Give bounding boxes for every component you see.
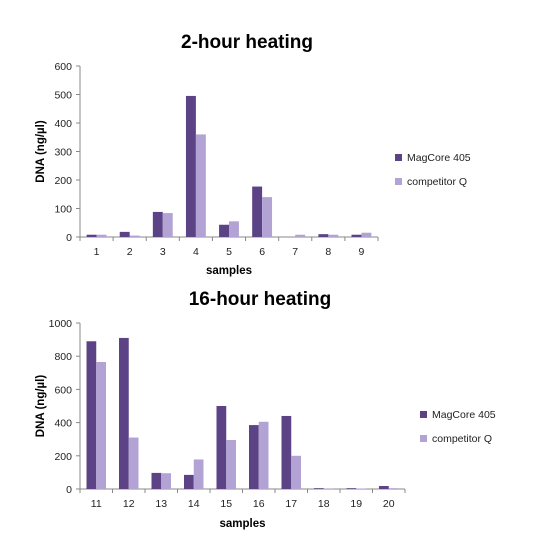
y-tick-label: 0 [66,232,72,244]
legend-swatch [420,411,427,418]
bar-magcore-405-17 [281,415,292,489]
x-tick-label: 19 [350,498,362,510]
bar-magcore-405-18 [314,488,324,489]
y-tick-label: 300 [54,147,72,159]
chart-title: 16-hour heating [189,289,332,310]
legend: MagCore 405 competitor Q [395,152,471,188]
chart-1: 2-hour heating 0 100 200 300 400 500 600 DNA (ng… [35,32,471,277]
legend-swatch [395,154,402,161]
bar-competitor-q-15 [226,440,236,489]
bar-magcore-405-1 [86,234,97,237]
x-tick-label: 13 [155,498,167,510]
x-tick-label: 12 [123,498,135,510]
x-tick-label: 16 [253,498,265,510]
chart-2: 16-hour heating 0 200 400 600 800 1000 DNA (ng/… [35,289,496,530]
bar-competitor-q-5 [229,221,239,237]
bar-magcore-405-20 [379,486,389,489]
bar-magcore-405-12 [119,337,129,489]
bar-magcore-405-5 [219,224,229,237]
x-tick-label: 17 [285,498,297,510]
bar-competitor-q-4 [195,134,206,237]
bar-competitor-q-6 [262,197,273,237]
x-tick-label: 20 [383,498,395,510]
bar-competitor-q-3 [162,213,173,237]
bar-competitor-q-9 [361,232,372,237]
y-axis-label: DNA (ng/µl) [35,120,47,183]
legend: MagCore 405 competitor Q [420,409,496,445]
x-tick-label: 5 [226,246,232,258]
bar-magcore-405-6 [252,186,263,237]
y-tick-label: 200 [54,451,72,463]
x-tick-label: 8 [325,246,331,258]
x-tick-label: 4 [193,246,199,258]
bar-magcore-405-15 [216,406,227,489]
legend-label: MagCore 405 [432,409,496,421]
y-tick-label: 200 [54,175,72,187]
y-tick-label: 800 [54,351,72,363]
y-tick-label: 600 [54,384,72,396]
bar-magcore-405-3 [152,211,163,237]
legend-swatch [395,178,402,185]
x-tick-label: 11 [91,498,102,510]
bar-magcore-405-8 [318,234,329,237]
x-tick-label: 14 [188,498,200,510]
x-tick-label: 15 [220,498,232,510]
y-tick-label: 500 [54,90,72,102]
y-tick-label: 600 [54,61,72,73]
bar-competitor-q-20 [388,488,399,489]
bar-magcore-405-14 [184,474,194,489]
bar-competitor-q-7 [295,234,306,237]
y-axis-label: DNA (ng/µl) [35,375,47,438]
x-tick-label: 3 [160,246,166,258]
legend-label: MagCore 405 [407,152,471,164]
legend-swatch [420,435,427,442]
bar-magcore-405-11 [86,341,97,489]
x-tick-label: 2 [127,246,133,258]
bar-competitor-q-12 [128,437,139,489]
bar-magcore-405-4 [185,95,196,237]
x-tick-label: 9 [359,246,365,258]
bar-competitor-q-13 [161,473,171,489]
bar-competitor-q-2 [129,235,140,237]
bar-competitor-q-17 [291,455,301,489]
legend-label: competitor Q [407,176,467,188]
bar-magcore-405-16 [249,425,259,489]
y-tick-label: 400 [54,418,72,430]
chart-title: 2-hour heating [181,32,313,53]
bar-magcore-405-13 [151,472,162,489]
legend-label: competitor Q [432,433,492,445]
y-tick-label: 400 [54,118,72,130]
y-tick-label: 100 [54,204,72,216]
bar-magcore-405-2 [119,231,130,237]
bar-competitor-q-16 [258,421,269,489]
x-axis-label: samples [206,265,252,277]
x-tick-label: 1 [94,246,100,258]
y-tick-label: 1000 [49,318,73,330]
bar-competitor-q-8 [328,234,339,237]
x-tick-label: 6 [259,246,265,258]
x-tick-label: 18 [318,498,330,510]
x-axis-label: samples [219,518,265,530]
x-tick-label: 7 [292,246,298,258]
bar-magcore-405-19 [346,488,357,489]
bar-magcore-405-9 [351,234,362,237]
bar-competitor-q-11 [96,362,106,489]
y-tick-label: 0 [66,484,72,496]
bar-competitor-q-1 [96,234,107,237]
bar-competitor-q-14 [193,459,204,489]
